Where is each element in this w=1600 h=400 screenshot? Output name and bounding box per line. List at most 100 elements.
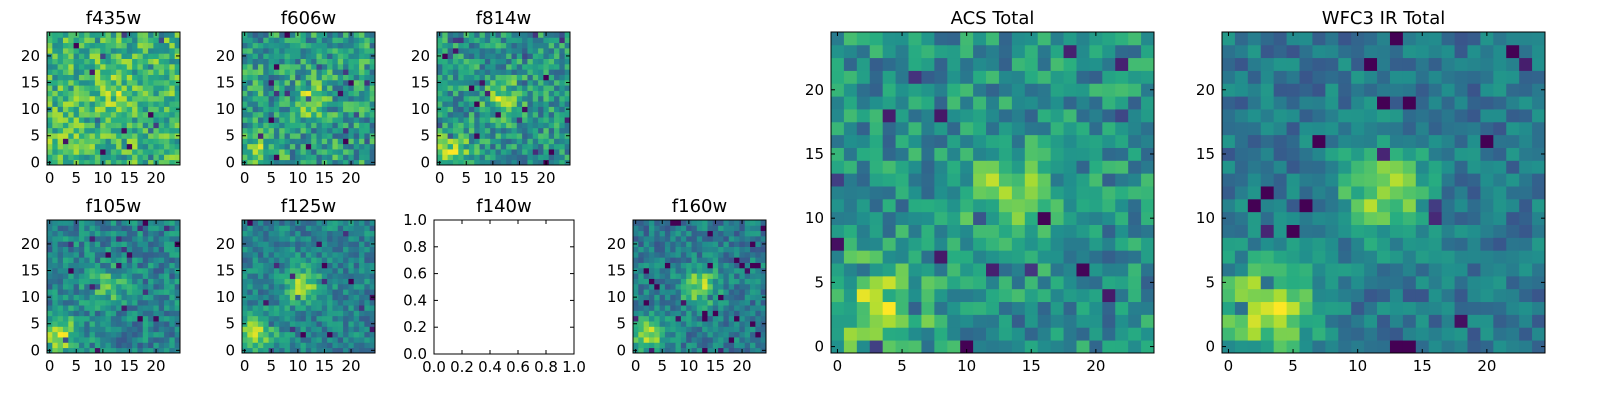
heatmap-cell [105,225,112,232]
heatmap-cell [760,246,767,253]
heatmap-cell [52,220,59,226]
heatmap-cell [921,263,935,277]
heatmap-cell [289,138,296,145]
heatmap-cell [100,101,106,107]
heatmap-cell [723,241,730,247]
heatmap-cell [643,241,650,247]
heatmap-cell [1128,160,1142,174]
heatmap-cell [343,315,349,322]
heatmap-cell [760,235,767,242]
heatmap-cell [68,63,74,70]
heatmap-cell [327,246,333,253]
heatmap-cell [164,47,170,54]
heatmap-cell [169,267,176,274]
heatmap-cell [680,299,687,306]
heatmap-cell [273,294,280,301]
heatmap-cell [263,283,269,290]
heatmap-cell [89,127,96,134]
heatmap-cell [1102,288,1116,303]
heatmap-cell [1102,263,1116,277]
heatmap-cell [506,90,512,97]
heatmap-cell [843,275,858,290]
heatmap-cell [263,111,269,118]
heatmap-cell [686,251,692,258]
heatmap-cell [670,289,676,295]
heatmap-cell [321,95,328,102]
heatmap-cell [327,326,333,333]
heatmap-cell [908,147,922,161]
heatmap-cell [973,44,987,59]
heatmap-cell [707,241,714,247]
heatmap-cell [353,106,360,113]
heatmap-cell [548,53,555,59]
heatmap-cell [337,69,344,75]
heatmap-cell [1102,134,1116,148]
heatmap-cell [73,117,80,123]
heatmap-cell [947,211,961,225]
heatmap-cell [760,315,767,322]
heatmap-cell [744,241,751,247]
heatmap-cell [564,95,571,102]
heatmap-cell [105,37,112,44]
heatmap-cell [702,251,708,258]
heatmap-cell [1128,109,1142,123]
heatmap-cell [268,63,275,70]
heatmap-cell [247,305,254,311]
heatmap-cell [279,278,285,285]
heatmap-cell [94,299,101,306]
heatmap-cell [348,289,355,295]
heatmap-cell [311,85,317,91]
heatmap-cell [148,289,154,295]
heatmap-cell [1128,250,1142,264]
x-tick-label: 10 [93,357,112,375]
heatmap-cell [1364,173,1378,187]
heatmap-cell [84,220,90,226]
heatmap-cell [1351,250,1365,264]
heatmap-cell [1089,263,1103,277]
heatmap-cell [89,85,96,91]
heatmap-cell [654,241,660,247]
heatmap-cell [516,138,523,145]
heatmap-cell [257,106,264,113]
heatmap-cell [1076,147,1090,161]
heatmap-cell [1389,250,1404,264]
heatmap-cell [843,198,858,213]
heatmap-cell [696,251,703,258]
heatmap-cell [343,101,349,107]
heatmap-cell [47,37,53,44]
heatmap-cell [728,310,735,317]
heatmap-cell [369,225,376,232]
heatmap-cell [559,154,566,161]
heatmap-cell [289,347,296,354]
heatmap-cell [712,342,719,349]
heatmap-cell [516,37,523,44]
heatmap-cell [73,95,80,102]
x-tick-label: 0.4 [478,358,502,376]
heatmap-cell [137,143,144,150]
heatmap-cell [348,143,355,150]
heatmap-cell [327,230,333,237]
heatmap-cell [132,154,138,161]
heatmap-cell [289,241,296,247]
heatmap-cell [169,127,176,134]
heatmap-cell [1024,147,1039,161]
heatmap-cell [1286,327,1300,341]
heatmap-cell [511,85,518,91]
heatmap-cell [1050,288,1064,303]
heatmap-cell [1063,32,1077,46]
heatmap-cell [522,159,528,166]
heatmap-cell [62,74,69,81]
heatmap-cell [986,211,1000,225]
heatmap-cell [908,327,922,341]
heatmap-cell [1351,314,1365,328]
heatmap-cell [702,331,708,338]
heatmap-cell [295,241,301,247]
heatmap-cell [94,154,101,161]
heatmap-cell [468,74,475,81]
heatmap-cell [947,263,961,277]
heatmap-cell [52,246,59,253]
heatmap-cell [57,117,64,123]
heatmap-cell [998,186,1013,200]
heatmap-cell [52,69,59,75]
heatmap-cell [78,95,85,102]
